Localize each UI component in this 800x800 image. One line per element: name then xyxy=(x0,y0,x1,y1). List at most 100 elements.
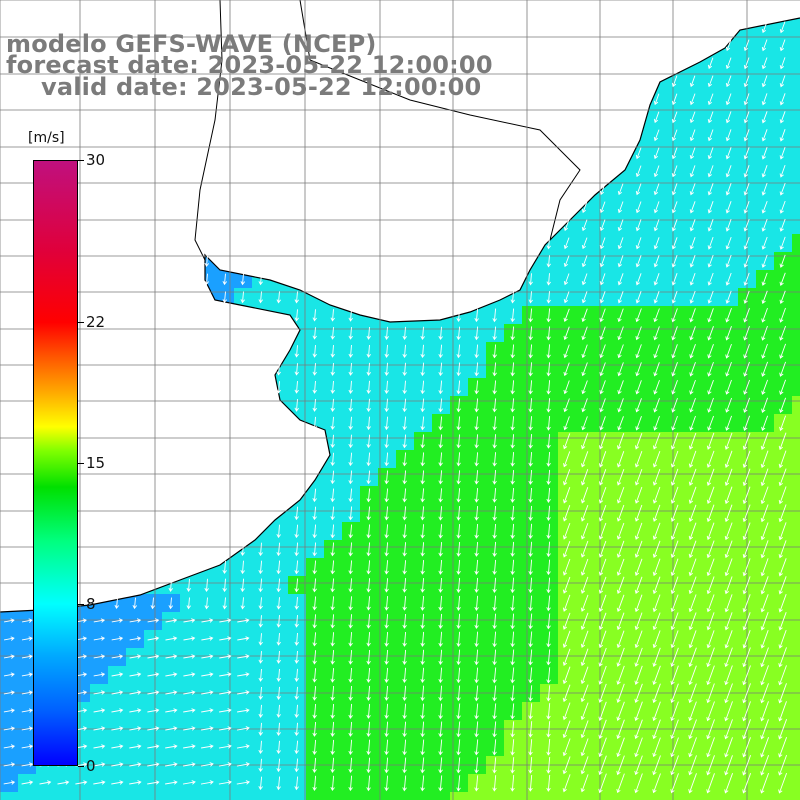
wind-vector-arrow xyxy=(742,558,751,577)
wind-speed-cell xyxy=(666,792,685,800)
wind-vector-arrow xyxy=(219,726,232,731)
wind-vector-arrow xyxy=(580,540,589,558)
wind-vector-arrow xyxy=(634,630,643,649)
wind-vector-arrow xyxy=(616,594,625,612)
wind-vector-arrow xyxy=(563,255,570,268)
wind-vector-arrow xyxy=(706,504,715,523)
wind-vector-arrow xyxy=(330,650,335,665)
wind-vector-arrow xyxy=(707,129,714,142)
wind-vector-arrow xyxy=(707,236,714,250)
wind-vector-arrow xyxy=(438,577,443,593)
wind-vector-arrow xyxy=(689,415,696,431)
wind-vector-arrow xyxy=(528,380,533,395)
wind-vector-arrow xyxy=(563,416,570,431)
wind-vector-arrow xyxy=(348,506,353,521)
wind-vector-arrow xyxy=(456,416,461,431)
wind-vector-arrow xyxy=(725,272,732,286)
wind-vector-arrow xyxy=(670,576,679,595)
wind-vector-arrow xyxy=(4,636,15,641)
wind-vector-arrow xyxy=(348,667,353,683)
wind-vector-arrow xyxy=(276,704,281,718)
wind-vector-arrow xyxy=(93,636,106,641)
wind-vector-arrow xyxy=(616,540,625,558)
wind-vector-arrow xyxy=(21,708,34,713)
wind-vector-arrow xyxy=(617,326,624,341)
wind-vector-arrow xyxy=(510,452,515,467)
wind-vector-arrow xyxy=(402,721,407,738)
wind-vector-arrow xyxy=(492,416,497,431)
wind-vector-arrow xyxy=(456,541,461,557)
wind-vector-arrow xyxy=(312,668,317,683)
wind-vector-arrow xyxy=(240,597,245,610)
wind-vector-arrow xyxy=(510,631,515,648)
wind-vector-arrow xyxy=(348,757,353,774)
wind-vector-arrow xyxy=(617,291,624,304)
wind-vector-arrow xyxy=(546,344,551,359)
wind-vector-arrow xyxy=(653,362,660,377)
wind-vector-arrow xyxy=(617,273,624,286)
wind-vector-arrow xyxy=(366,416,371,431)
wind-vector-arrow xyxy=(580,648,589,667)
wind-vector-arrow xyxy=(562,666,571,685)
wind-vector-arrow xyxy=(546,739,551,756)
wind-vector-arrow xyxy=(348,309,353,322)
colorbar-tick-mark xyxy=(78,604,84,606)
wind-vector-arrow xyxy=(492,434,497,449)
wind-vector-arrow xyxy=(456,398,461,413)
wind-vector-arrow xyxy=(652,755,661,776)
wind-vector-arrow xyxy=(671,397,678,413)
wind-vector-arrow xyxy=(653,398,660,413)
wind-vector-arrow xyxy=(761,39,768,52)
wind-vector-arrow xyxy=(93,780,106,785)
wind-vector-arrow xyxy=(201,708,214,713)
wind-vector-arrow xyxy=(670,755,679,776)
wind-vector-arrow xyxy=(276,542,281,557)
wind-speed-cell xyxy=(576,792,595,800)
wind-speed-cell xyxy=(144,792,163,800)
wind-vector-arrow xyxy=(671,308,678,323)
wind-vector-arrow xyxy=(778,737,788,758)
wind-vector-arrow xyxy=(348,452,353,467)
wind-vector-arrow xyxy=(384,703,389,720)
wind-vector-arrow xyxy=(474,416,479,431)
wind-vector-arrow xyxy=(366,775,371,792)
wind-vector-arrow xyxy=(688,612,697,631)
wind-vector-arrow xyxy=(707,415,715,431)
wind-vector-arrow xyxy=(743,93,750,106)
wind-vector-arrow xyxy=(779,75,786,88)
wind-vector-arrow xyxy=(438,434,443,449)
wind-vector-arrow xyxy=(366,362,371,376)
wind-vector-arrow xyxy=(761,57,768,70)
wind-vector-arrow xyxy=(93,726,106,731)
wind-vector-arrow xyxy=(761,290,768,304)
wind-vector-arrow xyxy=(689,219,696,232)
wind-vector-arrow xyxy=(330,488,335,503)
wind-vector-arrow xyxy=(761,75,768,88)
wind-vector-arrow xyxy=(492,667,497,684)
wind-vector-arrow xyxy=(707,361,714,377)
wind-vector-arrow xyxy=(204,597,209,610)
wind-vector-arrow xyxy=(743,272,750,286)
wind-vector-arrow xyxy=(616,737,625,758)
wind-vector-arrow xyxy=(348,596,353,611)
wind-vector-arrow xyxy=(581,344,588,359)
wind-vector-arrow xyxy=(258,704,263,718)
wind-vector-arrow xyxy=(456,739,461,756)
wind-speed-cell xyxy=(18,792,37,800)
wind-vector-arrow xyxy=(670,665,679,686)
wind-vector-arrow xyxy=(743,57,750,70)
wind-vector-arrow xyxy=(420,380,425,395)
wind-vector-arrow xyxy=(725,183,732,196)
wind-vector-arrow xyxy=(384,596,389,611)
wind-vector-arrow xyxy=(688,719,697,740)
wind-vector-arrow xyxy=(510,380,515,395)
wind-vector-arrow xyxy=(725,218,732,232)
wind-speed-cell xyxy=(504,792,523,800)
wind-vector-arrow xyxy=(706,540,715,559)
wind-vector-arrow xyxy=(653,201,660,214)
wind-vector-arrow xyxy=(312,757,317,773)
wind-speed-cell xyxy=(432,792,451,800)
wind-vector-arrow xyxy=(276,381,281,394)
wind-vector-arrow xyxy=(366,506,371,521)
wind-vector-arrow xyxy=(598,773,607,794)
